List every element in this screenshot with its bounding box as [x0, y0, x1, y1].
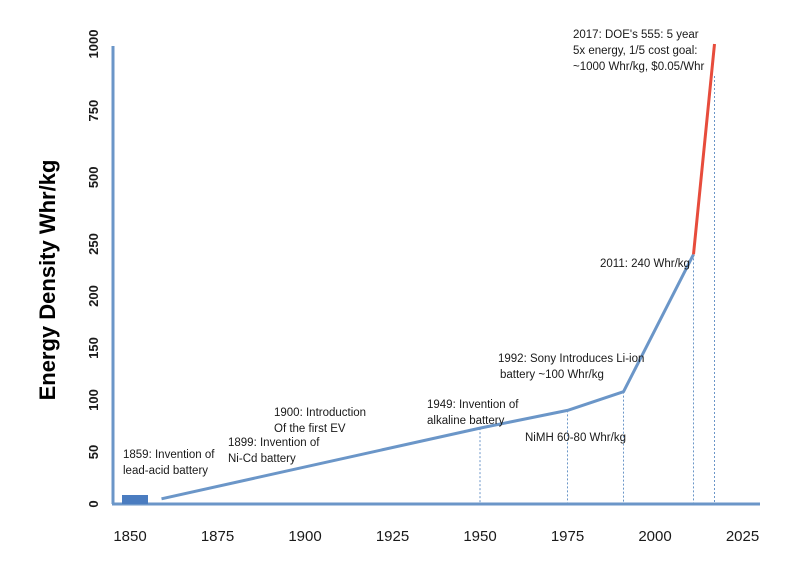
y-axis-label: Energy Density Whr/kg: [35, 160, 60, 401]
goal-line: [692, 43, 716, 255]
y-tick-label: 250: [86, 233, 101, 255]
annotation-1900: 1900: Introduction Of the first EV: [274, 407, 369, 435]
y-tick-label: 0: [86, 500, 101, 507]
annotation-nimh: NiMH 60-80 Whr/kg: [525, 432, 626, 444]
y-tick-label: 50: [86, 445, 101, 459]
axes: [111, 46, 760, 506]
y-tick-labels: 0 50 100 150 200 250 500 750 1000: [86, 30, 101, 508]
y-tick-label: 150: [86, 337, 101, 359]
x-tick-label: 1975: [551, 528, 584, 545]
y-tick-label: 200: [86, 285, 101, 307]
series-lines: [161, 43, 716, 501]
y-tick-label: 750: [86, 100, 101, 122]
annotation-1859: 1859: Invention of lead-acid battery: [123, 449, 218, 477]
x-tick-label: 2000: [638, 528, 671, 545]
annotation-2011: 2011: 240 Whr/kg: [600, 258, 690, 270]
reference-lines: [479, 76, 715, 504]
annotation-2017: 2017: DOE's 555: 5 year 5x energy, 1/5 c…: [573, 29, 705, 73]
x-tick-labels: 1850 1875 1900 1925 1950 1975 2000 2025: [113, 528, 759, 545]
annotation-1899: 1899: Invention of Ni-Cd battery: [228, 437, 323, 465]
x-tick-label: 1850: [113, 528, 146, 545]
annotation-1992: 1992: Sony Introduces Li-ion battery ~10…: [498, 353, 648, 381]
historical-line: [161, 253, 695, 501]
x-tick-label: 2025: [726, 528, 759, 545]
annotation-1949: 1949: Invention of alkaline battery: [427, 399, 522, 427]
y-tick-label: 1000: [86, 30, 101, 59]
start-marker: [122, 495, 148, 504]
x-tick-label: 1925: [376, 528, 409, 545]
y-tick-label: 100: [86, 389, 101, 411]
annotations: 1859: Invention of lead-acid battery 189…: [123, 29, 705, 477]
y-tick-label: 500: [86, 166, 101, 188]
x-tick-label: 1950: [463, 528, 496, 545]
x-tick-label: 1875: [201, 528, 234, 545]
x-tick-label: 1900: [288, 528, 321, 545]
